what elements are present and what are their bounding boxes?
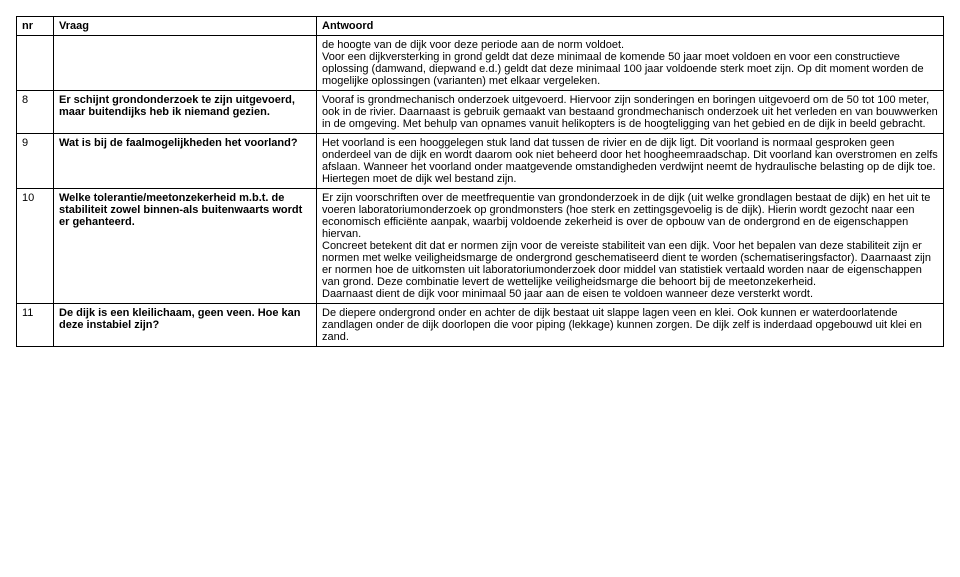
cell-question: Wat is bij de faalmogelijkheden het voor… bbox=[54, 134, 317, 189]
cell-question: De dijk is een kleilichaam, geen veen. H… bbox=[54, 304, 317, 347]
table-row: 8Er schijnt grondonderzoek te zijn uitge… bbox=[17, 91, 944, 134]
cell-nr: 10 bbox=[17, 189, 54, 304]
cell-answer: Vooraf is grondmechanisch onderzoek uitg… bbox=[317, 91, 944, 134]
header-nr: nr bbox=[17, 17, 54, 36]
cell-answer: de hoogte van de dijk voor deze periode … bbox=[317, 36, 944, 91]
table-row: de hoogte van de dijk voor deze periode … bbox=[17, 36, 944, 91]
table-row: 10Welke tolerantie/meetonzekerheid m.b.t… bbox=[17, 189, 944, 304]
qa-table: nr Vraag Antwoord de hoogte van de dijk … bbox=[16, 16, 944, 347]
cell-question: Welke tolerantie/meetonzekerheid m.b.t. … bbox=[54, 189, 317, 304]
header-vraag: Vraag bbox=[54, 17, 317, 36]
cell-nr: 9 bbox=[17, 134, 54, 189]
cell-question: Er schijnt grondonderzoek te zijn uitgev… bbox=[54, 91, 317, 134]
cell-answer: Het voorland is een hooggelegen stuk lan… bbox=[317, 134, 944, 189]
cell-nr bbox=[17, 36, 54, 91]
cell-answer: De diepere ondergrond onder en achter de… bbox=[317, 304, 944, 347]
header-antwoord: Antwoord bbox=[317, 17, 944, 36]
cell-answer: Er zijn voorschriften over de meetfreque… bbox=[317, 189, 944, 304]
cell-nr: 8 bbox=[17, 91, 54, 134]
cell-question bbox=[54, 36, 317, 91]
table-row: 11De dijk is een kleilichaam, geen veen.… bbox=[17, 304, 944, 347]
header-row: nr Vraag Antwoord bbox=[17, 17, 944, 36]
table-row: 9Wat is bij de faalmogelijkheden het voo… bbox=[17, 134, 944, 189]
cell-nr: 11 bbox=[17, 304, 54, 347]
